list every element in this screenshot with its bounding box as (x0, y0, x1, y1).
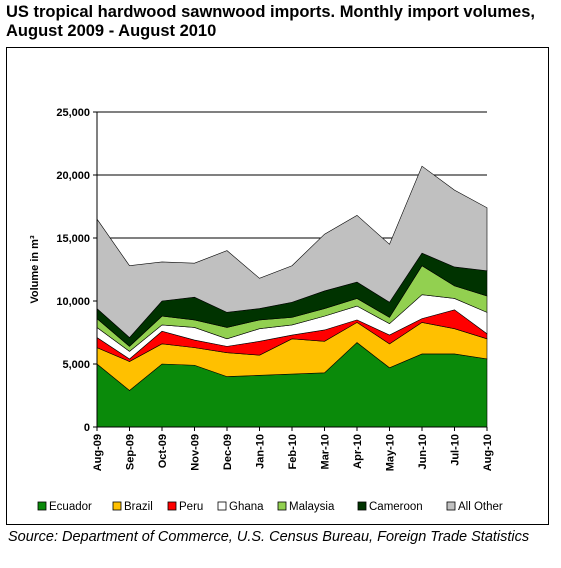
legend-swatch-malaysia (277, 501, 287, 511)
x-tick-label: Jan-10 (255, 434, 267, 469)
chart-title: US tropical hardwood sawnwood imports. M… (6, 3, 535, 40)
x-tick-label: Jul-10 (450, 434, 462, 466)
source-note: Source: Department of Commerce, U.S. Cen… (8, 529, 530, 545)
legend-swatch-peru (167, 501, 177, 511)
area-all-other (96, 165, 488, 338)
legend-label-ecuador: Ecuador (49, 501, 92, 513)
x-tick-label: Jun-10 (417, 434, 429, 469)
x-tick-label: Aug-10 (482, 434, 494, 471)
legend-swatch-brazil (112, 501, 122, 511)
chart-frame (6, 47, 549, 525)
y-tick-label: 15,000 (56, 233, 90, 245)
x-tick-label: Apr-10 (352, 434, 364, 469)
legend-swatch-ghana (217, 501, 227, 511)
legend-label-peru: Peru (179, 501, 203, 513)
legend-label-ghana: Ghana (229, 501, 264, 513)
legend-label-brazil: Brazil (124, 501, 153, 513)
legend-swatch-all-other (446, 501, 456, 511)
x-tick-label: Aug-09 (92, 434, 104, 471)
y-tick-label: 25,000 (56, 107, 90, 119)
legend-swatch-cameroon (357, 501, 367, 511)
legend-label-cameroon: Cameroon (369, 501, 423, 513)
x-tick-label: Dec-09 (222, 434, 234, 470)
x-tick-label: Oct-09 (157, 434, 169, 468)
x-tick-label: May-10 (385, 434, 397, 471)
legend-swatch-ecuador (37, 501, 47, 511)
y-tick-label: 0 (84, 422, 90, 434)
legend-label-malaysia: Malaysia (289, 501, 335, 513)
x-tick-label: Sep-09 (125, 434, 137, 470)
legend-label-all-other: All Other (458, 501, 503, 513)
x-tick-label: Mar-10 (320, 434, 332, 469)
y-tick-label: 10,000 (56, 296, 90, 308)
x-tick-label: Feb-10 (287, 434, 299, 469)
y-tick-label: 20,000 (56, 170, 90, 182)
x-tick-label: Nov-09 (190, 434, 202, 471)
y-axis-label: Volume in m³ (29, 235, 41, 304)
y-tick-label: 5,000 (62, 359, 90, 371)
